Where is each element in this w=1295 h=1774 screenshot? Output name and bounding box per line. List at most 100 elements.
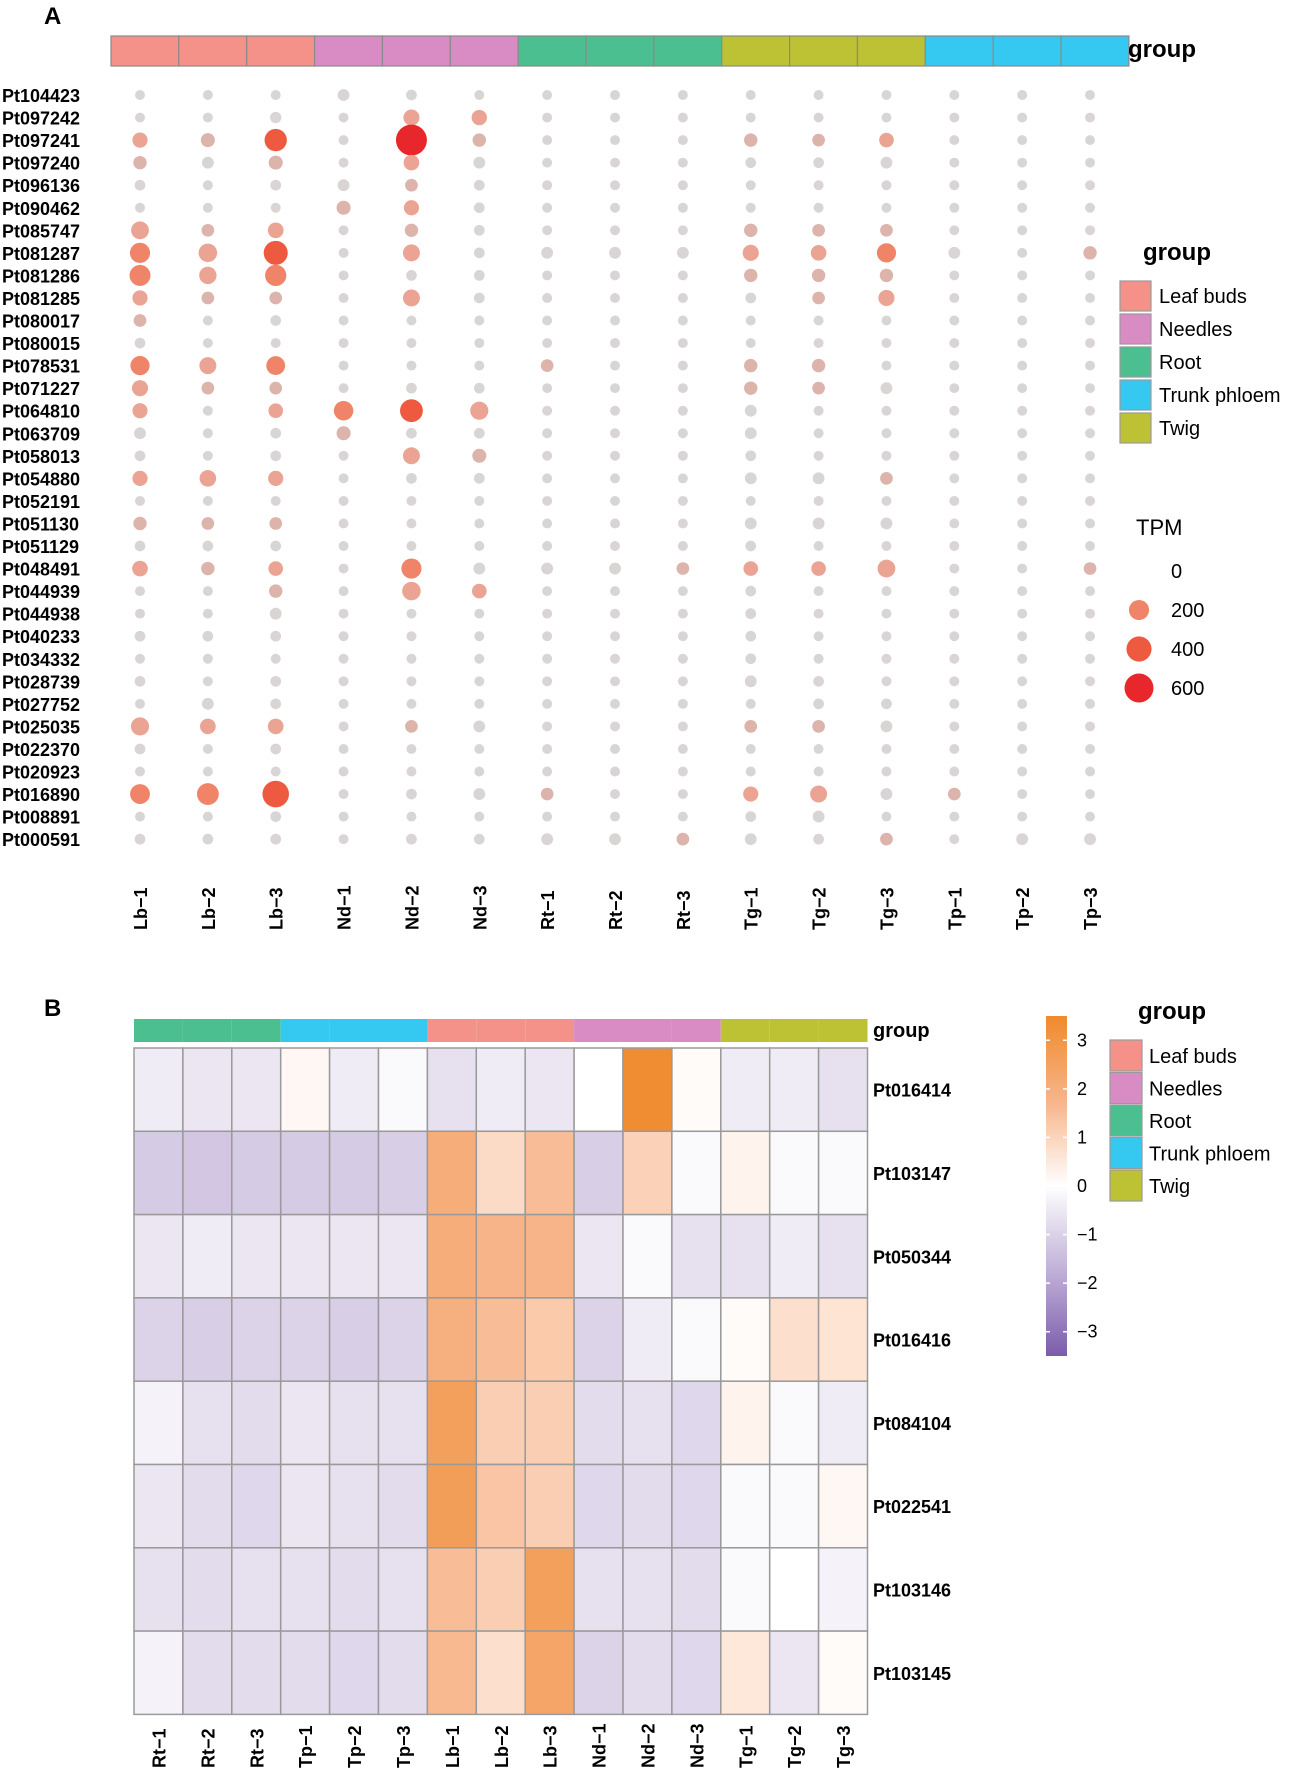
panel-a-dot (338, 676, 349, 687)
panel-a-dot (949, 495, 960, 506)
panel-a-group-cell (585, 35, 655, 67)
panel-a-dot (1017, 698, 1028, 709)
panel-a-gene-label: Pt044938 (2, 605, 80, 625)
panel-a-dot (471, 109, 488, 126)
panel-a-dot (745, 90, 756, 100)
panel-b-heat-cell (720, 1047, 771, 1133)
panel-a-dot (270, 495, 281, 506)
panel-a-dot (402, 244, 420, 262)
panel-b-heat-cell (426, 1630, 478, 1716)
panel-a-dot (745, 292, 757, 304)
panel-a-dot (406, 382, 417, 394)
panel-b-heat-cell (279, 1380, 331, 1466)
panel-b-sample-label: Lb−1 (443, 1725, 463, 1768)
panel-a-dot (677, 631, 688, 642)
panel-a-dot (269, 517, 283, 530)
panel-b-sample-label: Nd−1 (590, 1723, 610, 1768)
panel-b-gene-label: Pt050344 (873, 1247, 951, 1267)
panel-a-dot (677, 225, 688, 236)
panel-a-dot (134, 675, 146, 687)
panel-a-dot (881, 450, 892, 461)
panel-b-heat-cell (231, 1463, 282, 1549)
panel-a-dot (813, 631, 824, 642)
panel-b-heat-cell (622, 1297, 673, 1382)
panel-a-group-cell (178, 35, 248, 67)
panel-a-gene-label: Pt051129 (2, 537, 79, 557)
panel-b-heat-cell (475, 1130, 526, 1216)
panel-a-dot (609, 562, 621, 575)
panel-a-dot (470, 401, 489, 420)
panel-a-dot (132, 290, 148, 306)
panel-a-dot (881, 586, 892, 597)
panel-a-dot (200, 718, 216, 735)
panel-a-dot (745, 743, 756, 754)
panel-a-dot (744, 472, 757, 485)
panel-a-dot (677, 698, 688, 709)
panel-a-dot (812, 720, 825, 733)
panel-a-dot (610, 789, 620, 800)
panel-b-heat-cell (768, 1213, 820, 1299)
panel-a-dot (268, 155, 283, 170)
panel-a-dot (610, 383, 620, 394)
panel-a-dot (134, 833, 146, 845)
panel-b-group-cell (623, 1019, 672, 1042)
panel-a-dot (196, 783, 219, 805)
panel-b-heat-cell (377, 1547, 429, 1632)
panel-b-heat-cell (573, 1213, 624, 1299)
panel-a-dot (677, 383, 688, 394)
panel-b-heat-cell (768, 1130, 820, 1216)
panel-b-scale-label: −1 (1077, 1225, 1098, 1245)
panel-b-heat-cell (573, 1630, 624, 1716)
panel-a-sample-label: Tg−3 (877, 887, 897, 930)
panel-a-dot (338, 811, 349, 822)
panel-b-heat-cell (231, 1297, 282, 1382)
panel-a-dot (744, 381, 758, 395)
panel-b-heat-cell (671, 1047, 722, 1133)
panel-a-dot (201, 291, 215, 305)
panel-b-heatmap (133, 1047, 869, 1716)
panel-a-legend-swatch (1119, 280, 1152, 312)
panel-a-dot (677, 721, 688, 732)
panel-a-dot (129, 264, 151, 286)
panel-a-dot (135, 698, 145, 709)
panel-a-dot (610, 112, 620, 123)
panel-b-heat-cell (133, 1130, 184, 1216)
panel-a-dot (542, 766, 553, 777)
panel-b-sample-label: Tg−2 (785, 1725, 805, 1768)
panel-a-dot (1017, 676, 1028, 687)
panel-a-dot (135, 202, 145, 213)
panel-a-dot (337, 179, 350, 192)
panel-a-legend-label: Root (1159, 352, 1202, 374)
panel-a-legend-swatch (1119, 379, 1152, 411)
panel-b-heat-cell (671, 1130, 722, 1216)
panel-b-heat-cell (133, 1297, 184, 1382)
panel-a-dot (474, 495, 485, 506)
panel-b-heat-cell (475, 1213, 526, 1299)
panel-a-dot (610, 653, 620, 664)
panel-a-dot (338, 721, 349, 732)
panel-a-dot (677, 338, 688, 349)
panel-b-sample-label: Tp−3 (394, 1725, 414, 1768)
panel-a-dot (1017, 428, 1028, 439)
panel-a-group-cell (992, 35, 1062, 67)
panel-a-dot (135, 811, 145, 822)
panel-a-dot (745, 811, 757, 822)
panel-a-dot (1017, 315, 1028, 326)
panel-a-dot (881, 202, 892, 213)
panel-a-dot (402, 289, 420, 307)
panel-a-dot (199, 357, 217, 375)
panel-a-dot (201, 517, 215, 530)
panel-a-dot (610, 180, 620, 191)
panel-a-dot (270, 338, 281, 349)
panel-a-dot (1085, 405, 1096, 416)
panel-b-heat-cell (622, 1630, 673, 1716)
panel-a-dot (879, 268, 894, 283)
panel-a-dot (542, 450, 553, 461)
panel-a-dot (879, 132, 894, 148)
panel-b-group-cell (574, 1019, 623, 1042)
panel-a-gene-label: Pt020923 (2, 763, 80, 783)
panel-a-dot (1084, 833, 1096, 846)
panel-a-gene-label: Pt078531 (2, 357, 80, 377)
